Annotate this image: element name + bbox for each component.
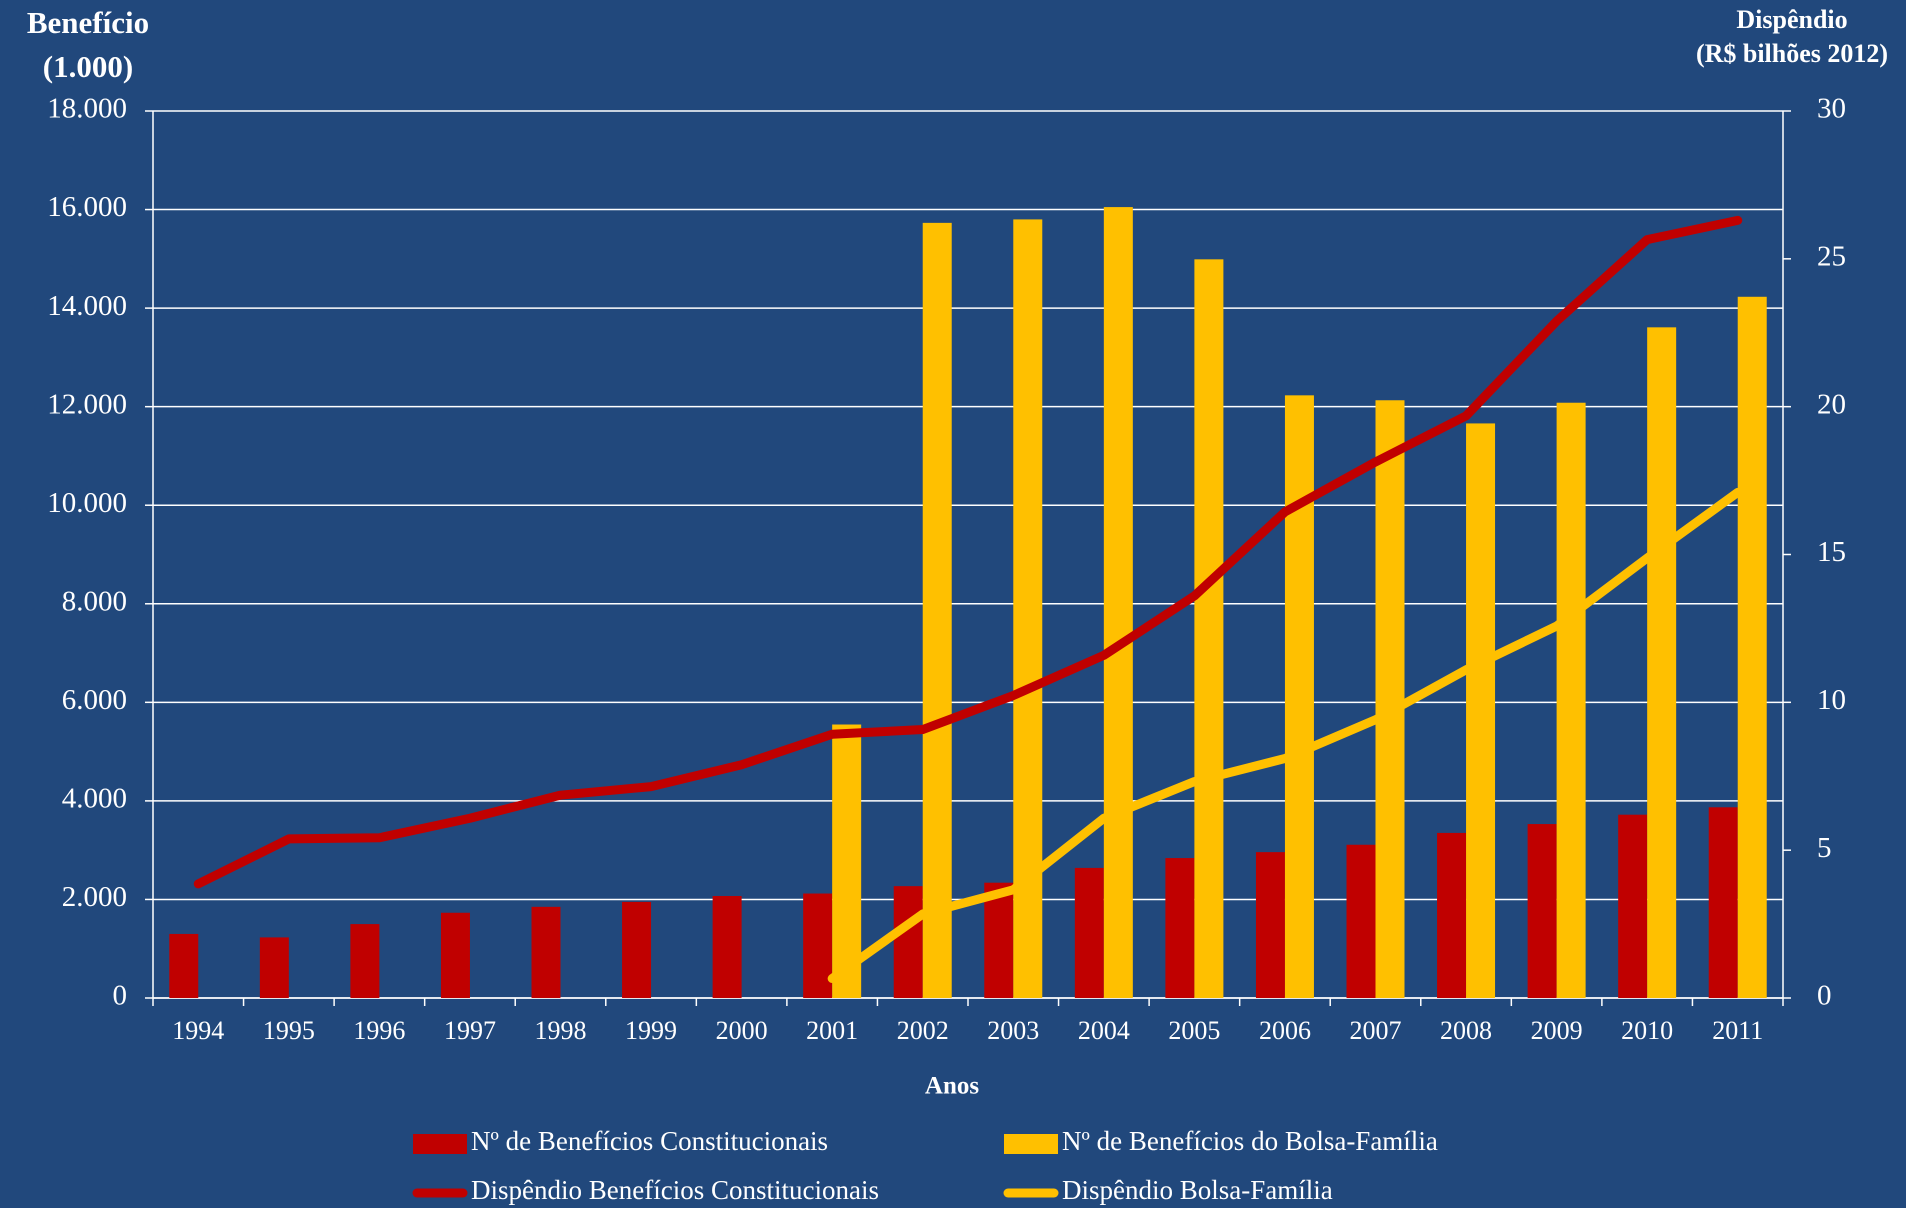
x-tick-label: 1999 <box>625 1016 677 1045</box>
bar <box>350 924 380 998</box>
bar <box>1437 832 1467 998</box>
x-tick-label: 1995 <box>263 1016 315 1045</box>
legend-label: Dispêndio Bolsa-Família <box>1062 1175 1333 1205</box>
bar <box>712 895 742 998</box>
x-tick-label: 2007 <box>1350 1016 1402 1045</box>
bar <box>622 901 652 998</box>
bar <box>169 933 199 998</box>
x-tick-label: 2001 <box>806 1016 858 1045</box>
bar <box>1165 858 1195 998</box>
bar <box>1618 814 1648 998</box>
bar <box>1647 327 1677 998</box>
bar <box>832 724 862 998</box>
legend-swatch <box>413 1134 467 1154</box>
line <box>193 215 1743 889</box>
y2-axis-label: Dispêndio <box>1736 5 1847 34</box>
legend-swatch <box>1004 1134 1058 1154</box>
y2-tick-label: 5 <box>1817 832 1832 864</box>
y-tick-label: 8.000 <box>62 585 127 617</box>
bar <box>440 912 470 998</box>
y-tick-label: 16.000 <box>47 191 127 223</box>
bar <box>1527 824 1557 998</box>
x-axis-label: Anos <box>925 1073 979 1100</box>
x-tick-label: 1994 <box>172 1016 224 1045</box>
x-tick-label: 1996 <box>353 1016 405 1045</box>
x-tick-label: 2002 <box>897 1016 949 1045</box>
bar <box>1466 423 1496 998</box>
x-tick-label: 2011 <box>1712 1016 1763 1045</box>
bar <box>803 893 833 998</box>
x-tick-label: 2010 <box>1621 1016 1673 1045</box>
x-tick-label: 2004 <box>1078 1016 1130 1045</box>
y2-tick-label: 15 <box>1817 536 1846 568</box>
bar <box>893 886 923 998</box>
y-tick-label: 0 <box>113 980 128 1012</box>
x-tick-label: 2003 <box>987 1016 1039 1045</box>
x-tick-label: 2005 <box>1168 1016 1220 1045</box>
x-tick-label: 1997 <box>444 1016 496 1045</box>
y2-tick-label: 10 <box>1817 684 1846 716</box>
bar <box>1103 207 1133 998</box>
x-tick-label: 2009 <box>1531 1016 1583 1045</box>
bar <box>1255 852 1285 998</box>
bar <box>1737 296 1767 998</box>
y-tick-label: 18.000 <box>47 93 127 125</box>
x-tick-label: 2006 <box>1259 1016 1311 1045</box>
y-tick-label: 6.000 <box>62 684 127 716</box>
bar <box>531 906 561 998</box>
y-tick-label: 14.000 <box>47 290 127 322</box>
legend-label: Dispêndio Benefícios Constitucionais <box>471 1175 879 1205</box>
y-tick-label: 12.000 <box>47 388 127 420</box>
bar <box>1346 844 1376 998</box>
bar <box>1194 259 1224 998</box>
y2-tick-label: 25 <box>1817 240 1846 272</box>
y2-tick-label: 30 <box>1817 93 1846 125</box>
x-tick-label: 2008 <box>1440 1016 1492 1045</box>
line <box>827 487 1743 983</box>
y2-tick-label: 0 <box>1817 980 1832 1012</box>
bar <box>259 937 289 998</box>
legend-label: Nº de Benefícios do Bolsa-Família <box>1062 1126 1438 1156</box>
x-tick-label: 2000 <box>716 1016 768 1045</box>
y-tick-label: 10.000 <box>47 487 127 519</box>
bar <box>922 222 952 999</box>
y-tick-label: 4.000 <box>62 783 127 815</box>
y2-axis-label: (R$ bilhões 2012) <box>1696 39 1888 68</box>
bar <box>1556 402 1586 998</box>
y2-tick-label: 20 <box>1817 388 1846 420</box>
y-tick-label: 2.000 <box>62 881 127 913</box>
y-axis-label: Benefício <box>27 5 149 40</box>
bar <box>1375 400 1405 998</box>
legend-label: Nº de Benefícios Constitucionais <box>471 1126 828 1156</box>
bar <box>1074 867 1104 998</box>
bar <box>984 882 1014 998</box>
x-tick-label: 1998 <box>535 1016 587 1045</box>
bar <box>1284 395 1314 998</box>
y-axis-label: (1.000) <box>43 49 133 84</box>
bar <box>1708 807 1738 998</box>
